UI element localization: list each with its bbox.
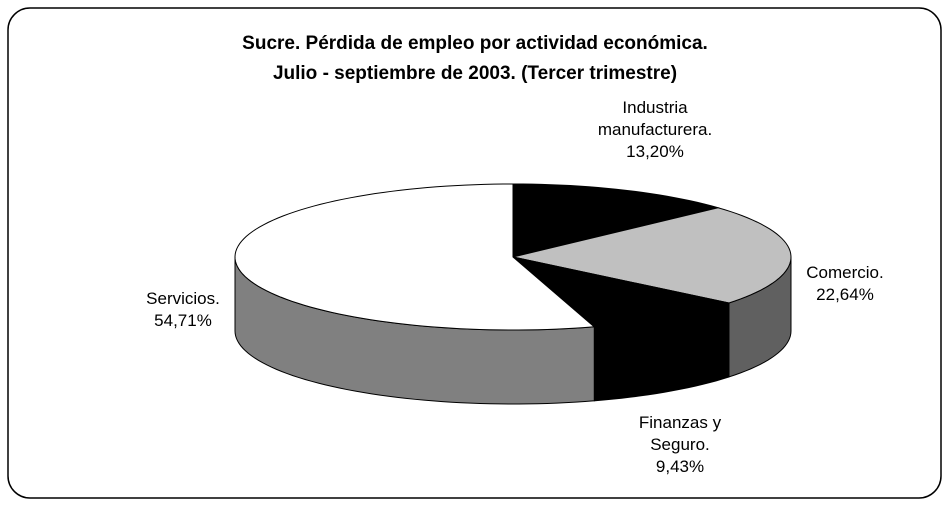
value-label: 9,43% xyxy=(655,457,705,476)
chart-title: Sucre. Pérdida de empleo por actividad e… xyxy=(242,33,708,54)
category-label: Finanzas y Seguro. xyxy=(638,413,722,454)
category-label: Industria manufacturera. xyxy=(597,98,713,139)
data-label: Comercio. 22,64% xyxy=(795,262,895,306)
chart-title: Julio - septiembre de 2003. (Tercer trim… xyxy=(272,63,678,84)
data-label: Industria manufacturera. 13,20% xyxy=(585,97,725,163)
category-label: Comercio. xyxy=(806,263,884,282)
data-label: Servicios. 54,71% xyxy=(133,288,233,332)
value-label: 54,71% xyxy=(154,311,212,330)
pie-slice xyxy=(512,207,792,304)
pie-slice xyxy=(234,183,596,331)
value-label: 22,64% xyxy=(816,285,874,304)
value-label: 13,20% xyxy=(626,142,684,161)
data-label: Finanzas y Seguro. 9,43% xyxy=(630,412,730,478)
pie-slice xyxy=(512,256,731,328)
category-label: Servicios. xyxy=(146,289,220,308)
pie-slice xyxy=(512,183,721,258)
